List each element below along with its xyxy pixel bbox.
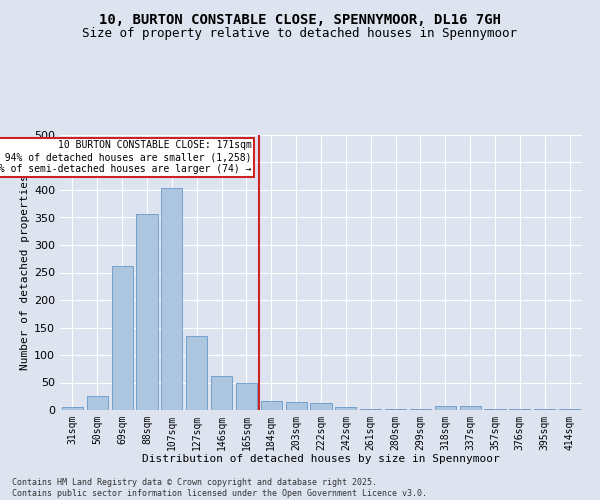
Y-axis label: Number of detached properties: Number of detached properties [20, 174, 30, 370]
Bar [236, 382, 257, 410]
Bar [286, 402, 307, 410]
Bar [211, 376, 232, 410]
Bar [62, 407, 83, 410]
Bar [112, 266, 133, 410]
Bar [186, 336, 207, 410]
Bar [460, 406, 481, 410]
X-axis label: Distribution of detached houses by size in Spennymoor: Distribution of detached houses by size … [142, 454, 500, 464]
Bar [87, 396, 108, 410]
Bar [310, 404, 332, 410]
Bar [435, 406, 456, 410]
Bar [261, 401, 282, 410]
Text: 10, BURTON CONSTABLE CLOSE, SPENNYMOOR, DL16 7GH: 10, BURTON CONSTABLE CLOSE, SPENNYMOOR, … [99, 12, 501, 26]
Bar [335, 407, 356, 410]
Bar [161, 188, 182, 410]
Text: 10 BURTON CONSTABLE CLOSE: 171sqm
← 94% of detached houses are smaller (1,258)
6: 10 BURTON CONSTABLE CLOSE: 171sqm ← 94% … [0, 140, 251, 173]
Text: Contains HM Land Registry data © Crown copyright and database right 2025.
Contai: Contains HM Land Registry data © Crown c… [12, 478, 427, 498]
Bar [136, 214, 158, 410]
Bar [559, 409, 580, 410]
Text: Size of property relative to detached houses in Spennymoor: Size of property relative to detached ho… [83, 28, 517, 40]
